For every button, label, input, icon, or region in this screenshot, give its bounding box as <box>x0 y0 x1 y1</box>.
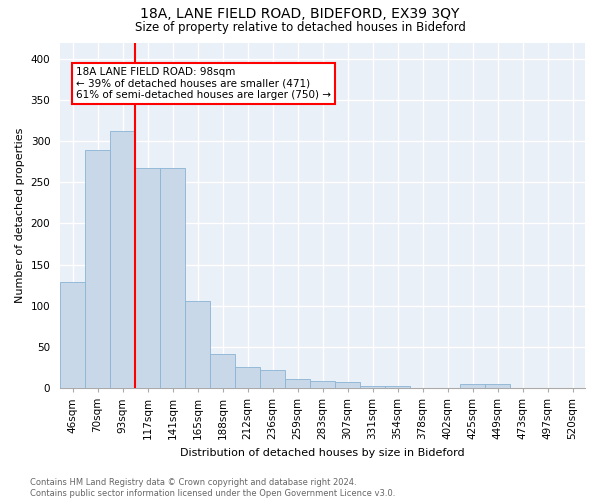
Text: Contains HM Land Registry data © Crown copyright and database right 2024.
Contai: Contains HM Land Registry data © Crown c… <box>30 478 395 498</box>
Bar <box>85 150 110 388</box>
Text: 18A LANE FIELD ROAD: 98sqm
← 39% of detached houses are smaller (471)
61% of sem: 18A LANE FIELD ROAD: 98sqm ← 39% of deta… <box>76 66 331 100</box>
Bar <box>60 282 85 388</box>
X-axis label: Distribution of detached houses by size in Bideford: Distribution of detached houses by size … <box>180 448 465 458</box>
Bar <box>310 380 335 388</box>
Bar <box>110 132 135 388</box>
Bar <box>335 382 360 388</box>
Bar <box>235 366 260 388</box>
Text: Size of property relative to detached houses in Bideford: Size of property relative to detached ho… <box>134 21 466 34</box>
Bar <box>210 354 235 388</box>
Text: 18A, LANE FIELD ROAD, BIDEFORD, EX39 3QY: 18A, LANE FIELD ROAD, BIDEFORD, EX39 3QY <box>140 8 460 22</box>
Bar <box>285 379 310 388</box>
Y-axis label: Number of detached properties: Number of detached properties <box>15 128 25 303</box>
Bar <box>485 384 510 388</box>
Bar <box>260 370 285 388</box>
Bar <box>385 386 410 388</box>
Bar <box>185 301 210 388</box>
Bar <box>460 384 485 388</box>
Bar <box>360 386 385 388</box>
Bar <box>135 168 160 388</box>
Bar <box>160 168 185 388</box>
